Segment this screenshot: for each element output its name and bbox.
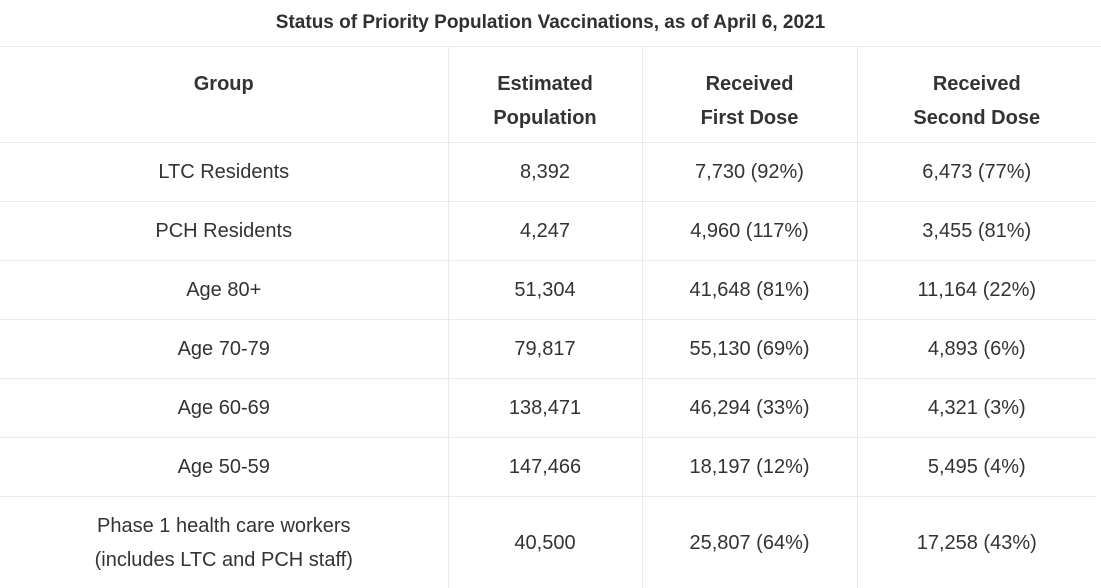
- cell-estimated-population: 147,466: [447, 437, 642, 496]
- column-header-first-line2: First Dose: [700, 107, 799, 129]
- cell-received-second-dose: 5,495 (4%): [856, 437, 1096, 496]
- cell-estimated-population: 79,817: [447, 319, 642, 378]
- column-header-group-label: Group: [193, 73, 254, 95]
- table-row: Age 70-79 79,817 55,130 (69%) 4,893 (6%): [0, 319, 1096, 378]
- group-note: (includes LTC and PCH staff): [94, 548, 353, 571]
- cell-received-first-dose: 25,807 (64%): [641, 496, 857, 588]
- table-row: Age 50-59 147,466 18,197 (12%) 5,495 (4%…: [0, 437, 1096, 496]
- cell-estimated-population: 51,304: [447, 260, 642, 319]
- cell-received-first-dose: 7,730 (92%): [641, 142, 857, 201]
- cell-received-second-dose: 4,321 (3%): [856, 378, 1096, 437]
- group-name: Age 80+: [186, 278, 262, 301]
- cell-group: Phase 1 health care workers (includes LT…: [0, 496, 448, 588]
- cell-received-first-dose: 18,197 (12%): [641, 437, 857, 496]
- column-header-group: Group: [0, 47, 448, 142]
- cell-group: Age 80+: [0, 260, 448, 319]
- group-name: Phase 1 health care workers: [97, 514, 351, 537]
- cell-estimated-population: 4,247: [447, 201, 642, 260]
- cell-received-first-dose: 4,960 (117%): [641, 201, 857, 260]
- cell-group: Age 50-59: [0, 437, 448, 496]
- table-row: Age 80+ 51,304 41,648 (81%) 11,164 (22%): [0, 260, 1096, 319]
- cell-received-second-dose: 6,473 (77%): [856, 142, 1096, 201]
- group-name: Age 70-79: [177, 337, 270, 360]
- table-title: Status of Priority Population Vaccinatio…: [0, 0, 1101, 47]
- cell-received-second-dose: 3,455 (81%): [856, 201, 1096, 260]
- column-header-estimated-population: Estimated Population: [447, 47, 642, 142]
- column-header-received-second-dose: Received Second Dose: [856, 47, 1096, 142]
- cell-received-second-dose: 11,164 (22%): [856, 260, 1096, 319]
- table-row: Age 60-69 138,471 46,294 (33%) 4,321 (3%…: [0, 378, 1096, 437]
- cell-group: Age 60-69: [0, 378, 448, 437]
- cell-estimated-population: 138,471: [447, 378, 642, 437]
- cell-received-first-dose: 55,130 (69%): [641, 319, 857, 378]
- cell-group: LTC Residents: [0, 142, 448, 201]
- cell-group: PCH Residents: [0, 201, 448, 260]
- cell-received-second-dose: 4,893 (6%): [856, 319, 1096, 378]
- column-header-second-line1: Received: [932, 73, 1021, 95]
- cell-received-first-dose: 41,648 (81%): [641, 260, 857, 319]
- column-header-second-line2: Second Dose: [913, 107, 1041, 129]
- column-header-estimated-line1: Estimated: [497, 73, 593, 95]
- group-name: PCH Residents: [155, 219, 293, 242]
- column-header-received-first-dose: Received First Dose: [641, 47, 857, 142]
- vaccination-table: Group Estimated Population Received Firs…: [0, 47, 1096, 588]
- cell-received-first-dose: 46,294 (33%): [641, 378, 857, 437]
- table-row: LTC Residents 8,392 7,730 (92%) 6,473 (7…: [0, 142, 1096, 201]
- cell-estimated-population: 8,392: [447, 142, 642, 201]
- group-name: Age 60-69: [177, 396, 270, 419]
- header-row: Group Estimated Population Received Firs…: [0, 47, 1096, 142]
- column-header-first-line1: Received: [705, 73, 794, 95]
- table-row: PCH Residents 4,247 4,960 (117%) 3,455 (…: [0, 201, 1096, 260]
- group-name: Age 50-59: [177, 455, 270, 478]
- cell-received-second-dose: 17,258 (43%): [856, 496, 1096, 588]
- column-header-estimated-line2: Population: [493, 107, 597, 129]
- cell-estimated-population: 40,500: [447, 496, 642, 588]
- table-row: Phase 1 health care workers (includes LT…: [0, 496, 1096, 588]
- cell-group: Age 70-79: [0, 319, 448, 378]
- group-name: LTC Residents: [158, 160, 290, 183]
